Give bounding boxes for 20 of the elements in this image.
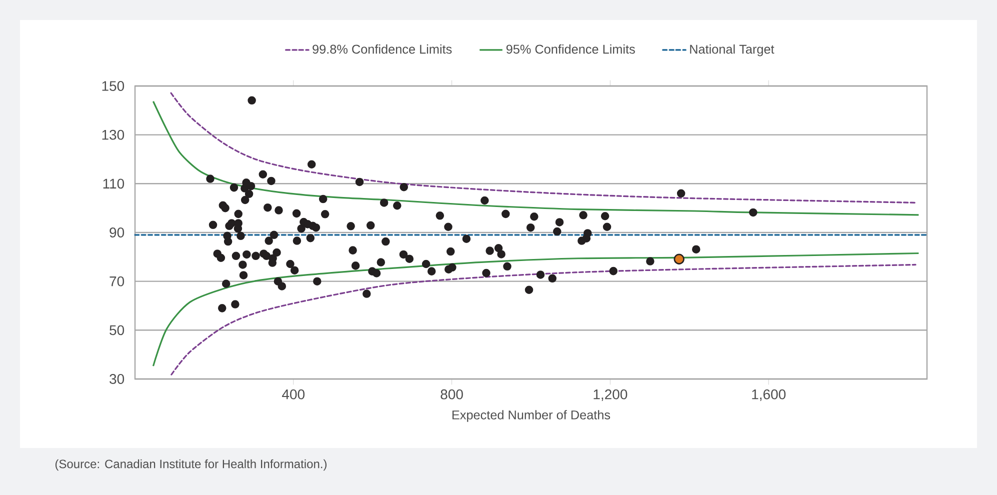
x-tick-label: 1,200 [594,389,628,401]
x-axis-title: Expected Number of Deaths [452,410,610,422]
line-series [152,252,920,367]
y-tick-label: 90 [110,228,124,238]
y-tick-label: 150 [102,81,124,91]
y-tick-label: 30 [110,374,124,384]
x-tick-label: 800 [440,389,463,400]
y-tick-label: 110 [103,178,124,189]
x-tick-label: 400 [282,389,305,400]
y-tick-label: 70 [110,276,124,286]
line-series [170,92,916,204]
legend-label: 95% Confidence Limits [506,44,635,54]
y-tick-label: 50 [110,325,124,336]
line-series [170,264,916,376]
line-series [152,100,920,216]
x-tick-label: 1,600 [752,389,786,401]
legend-label: National Target [690,44,774,56]
legend-label: 99.8% Confidence Limits [312,44,452,54]
y-tick-label: 130 [102,130,124,140]
text: (Source: Canadian Institute for Health Information.) [55,459,327,471]
